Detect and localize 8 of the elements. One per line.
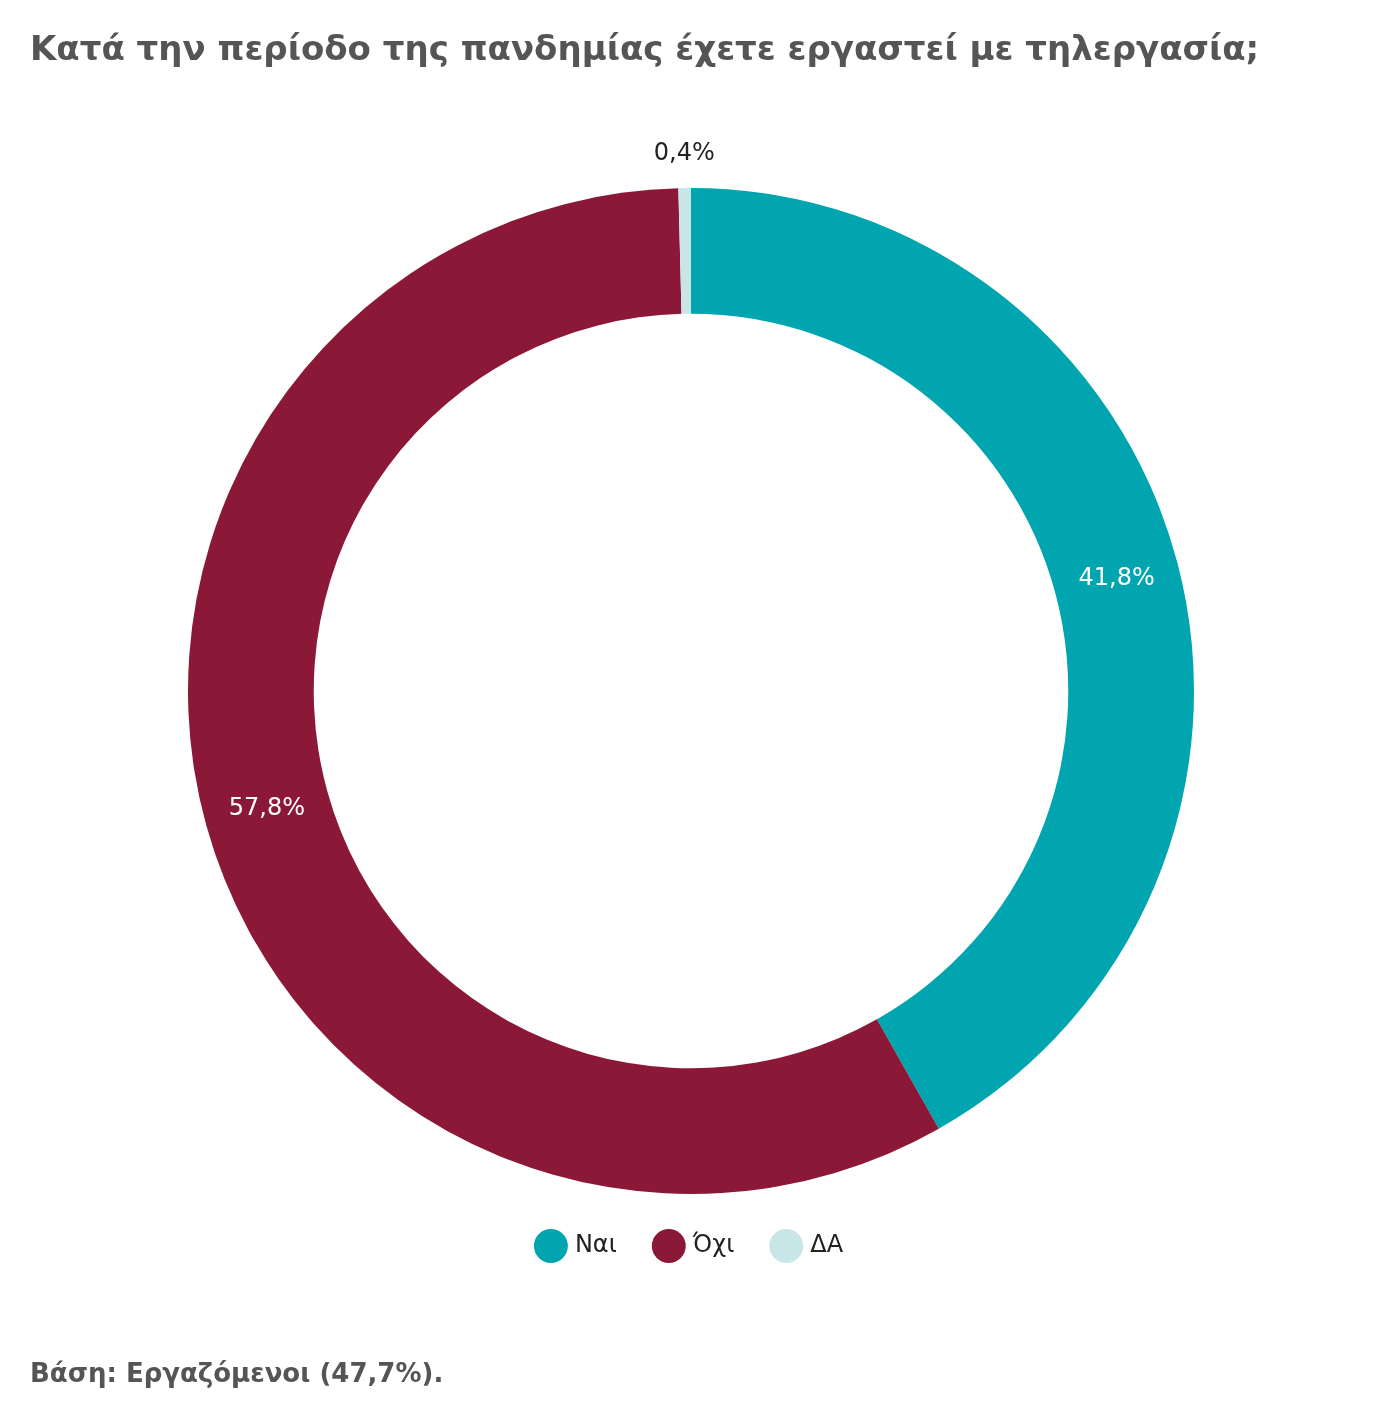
legend-label: Όχι: [691, 1230, 735, 1259]
chart-title: Κατά την περίοδο της πανδημίας έχετε εργαστεί με τηλεργασία;: [29, 27, 1261, 70]
data-label: 0,4%: [653, 138, 715, 167]
legend-label: ΔΑ: [810, 1230, 844, 1259]
legend-label: Ναι: [574, 1230, 617, 1259]
text: Βάση: Εργαζόμενοι (47,7%).: [29, 1358, 445, 1388]
data-label: 57,8%: [228, 792, 305, 821]
data-label: 41,8%: [1078, 563, 1155, 592]
